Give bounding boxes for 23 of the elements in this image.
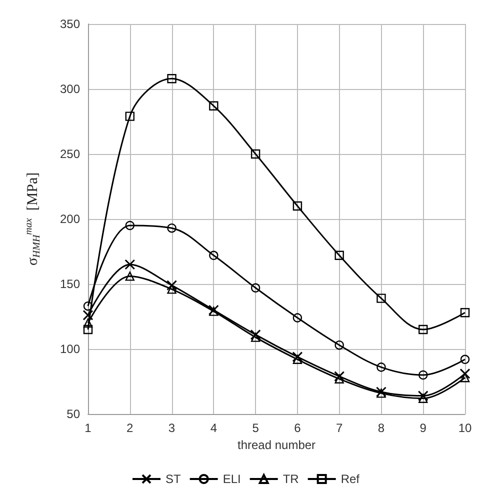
y-tick-label: 300: [60, 82, 80, 96]
x-tick-label: 4: [210, 421, 218, 435]
x-axis-title: thread number: [237, 438, 316, 452]
x-tick-label: 7: [336, 421, 343, 435]
x-tick-label: 2: [126, 421, 134, 435]
x-tick-label: 1: [84, 421, 92, 435]
x-tick-label: 9: [420, 421, 427, 435]
x-tick-label: 6: [294, 421, 302, 435]
legend-label: Ref: [340, 472, 360, 486]
x-tick-label: 8: [378, 421, 385, 435]
y-tick-label: 250: [60, 147, 80, 161]
y-tick-label: 350: [60, 17, 80, 31]
legend-label: TR: [282, 472, 300, 486]
x-tick-label: 5: [252, 421, 260, 435]
legend-label: ELI: [222, 472, 241, 486]
x-tick-label: 10: [458, 421, 472, 435]
x-tick-label: 3: [168, 421, 176, 435]
y-tick-label: 100: [60, 342, 80, 356]
y-axis-title: σHMHmax [MPa]: [24, 172, 42, 266]
y-tick-label: 200: [60, 212, 80, 226]
y-tick-label: 150: [60, 277, 80, 291]
legend-label: ST: [165, 472, 182, 486]
y-tick-label: 50: [66, 407, 80, 421]
